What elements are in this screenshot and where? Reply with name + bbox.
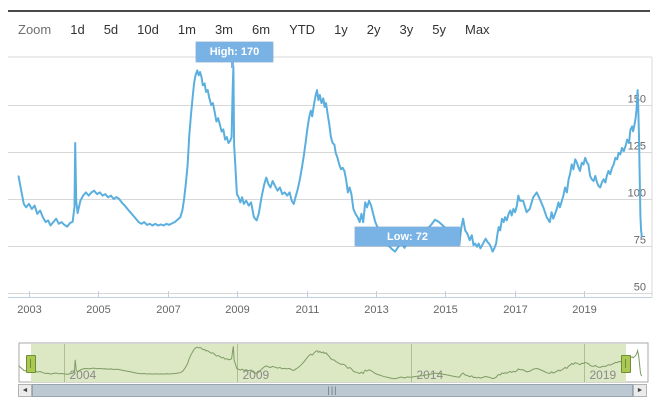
y-axis-label-100: 100 [628,188,646,200]
high-flag-label: High: 170 [209,46,260,58]
chart-top-border [8,10,650,12]
y-axis-label-125: 125 [628,141,646,153]
x-axis-label-2017: 2017 [503,304,527,316]
navigator-label-2019: 2019 [590,368,617,382]
scrollbar[interactable]: ◄ ||| ► [18,384,648,397]
x-axis-label-2013: 2013 [364,304,388,316]
y-axis-label-50: 50 [634,282,646,294]
high-flag-stem [231,62,234,68]
x-axis-label-2011: 2011 [296,304,320,316]
range-button-5y[interactable]: 5y [432,22,446,37]
navigator-handle-left-grip [30,359,31,368]
x-axis-label-2003: 2003 [17,304,41,316]
navigator-handle-right-grip [625,359,626,368]
range-button-1y[interactable]: 1y [334,22,348,37]
range-button-3m[interactable]: 3m [214,22,233,37]
navigator-label-2009: 2009 [243,368,270,382]
range-button-6m[interactable]: 6m [252,22,271,37]
navigator-label-2014: 2014 [417,368,444,382]
navigator-label-2004: 2004 [70,368,97,382]
scrollbar-right-button[interactable]: ► [633,384,647,397]
x-axis-label-2007: 2007 [156,304,180,316]
low-flag-label: Low: 72 [387,230,428,243]
high-flag: High: 170 [196,42,273,62]
range-button-1m[interactable]: 1m [177,22,196,37]
range-button-max[interactable]: Max [465,22,490,37]
x-axis-label-2015: 2015 [433,304,457,316]
x-axis-label-2019: 2019 [572,304,596,316]
navigator-series-line [18,346,643,380]
scroll-left-icon: ◄ [21,387,29,394]
range-button-2y[interactable]: 2y [366,22,381,37]
scroll-right-icon: ► [636,387,644,394]
range-button-3y[interactable]: 3y [399,22,414,37]
range-selector-label: Zoom [18,22,52,37]
range-button-5d[interactable]: 5d [103,22,119,37]
scrollbar-grip-icon: ||| [327,385,338,395]
navigator-handle-right[interactable] [621,355,631,373]
range-button-10d[interactable]: 10d [137,22,159,37]
x-axis-label-2005: 2005 [86,304,110,316]
navigator-selected-range[interactable] [31,344,626,382]
x-axis-label-2009: 2009 [225,304,249,316]
scrollbar-left-button[interactable]: ◄ [18,384,32,397]
range-button-1d[interactable]: 1d [70,22,85,37]
price-series-line[interactable] [17,65,643,253]
low-flag: Low: 72 [355,227,460,246]
navigator-handle-left[interactable] [26,355,36,373]
range-button-ytd[interactable]: YTD [289,22,316,37]
y-axis-label-75: 75 [634,235,646,247]
range-selector: Zoom 1d 5d 10d 1m 3m 6m YTD 1y 2y 3y 5y … [18,22,490,37]
scrollbar-thumb[interactable]: ||| [32,384,633,397]
